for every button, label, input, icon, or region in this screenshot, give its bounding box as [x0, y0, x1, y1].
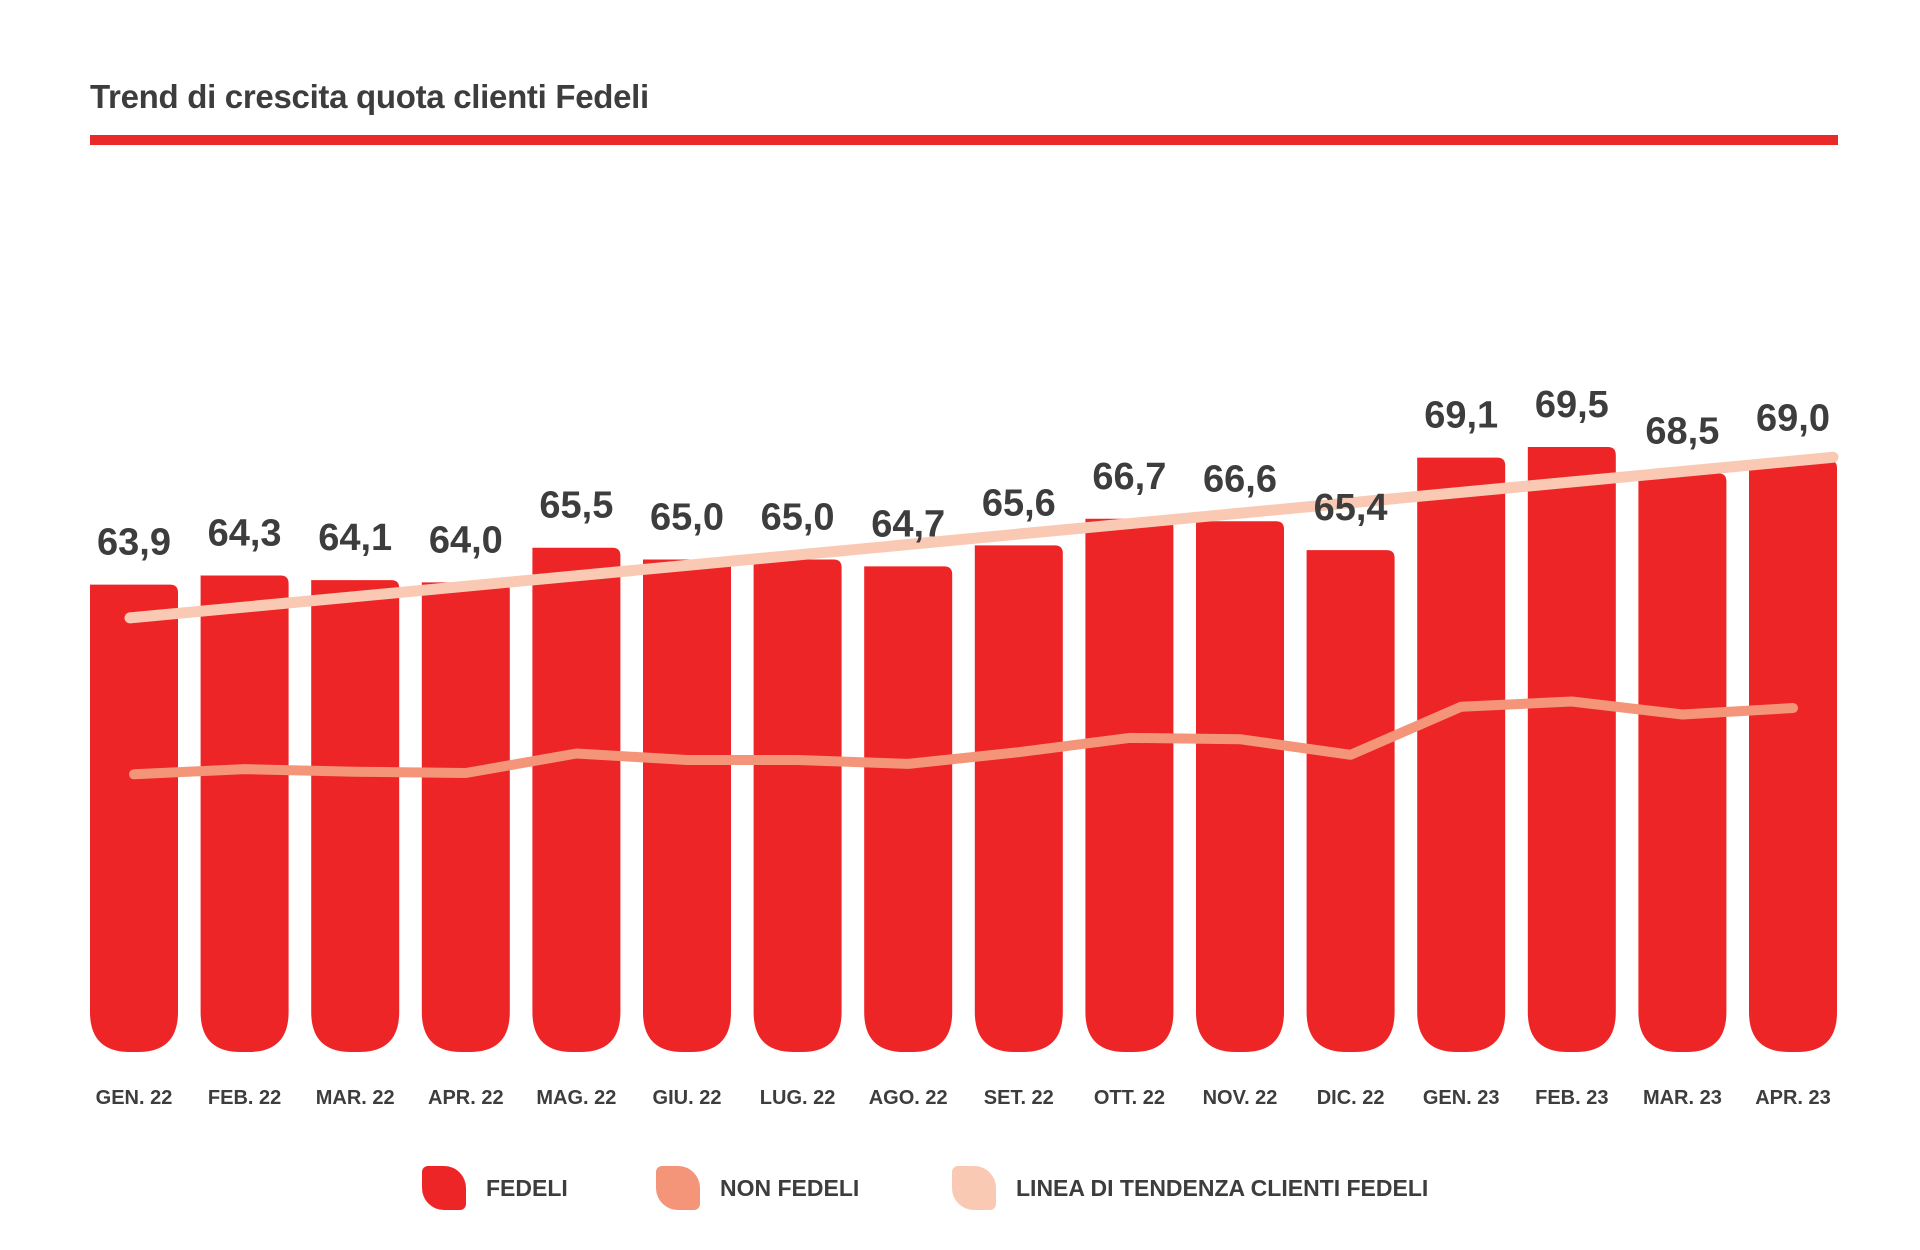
legend-item-fedeli: FEDELI	[422, 1163, 568, 1213]
bar-fedeli	[643, 559, 731, 1052]
data-label: 69,0	[1756, 397, 1830, 439]
x-tick-label: LUG. 22	[760, 1087, 836, 1109]
title-rule	[90, 135, 1838, 145]
x-tick-label: GIU. 22	[653, 1087, 722, 1109]
x-tick-label: AGO. 22	[869, 1087, 948, 1109]
x-tick-label: OTT. 22	[1094, 1087, 1165, 1109]
x-tick-label: FEB. 22	[208, 1087, 281, 1109]
data-label: 68,5	[1645, 410, 1719, 452]
bar-fedeli	[1749, 460, 1837, 1052]
legend-label-fedeli: FEDELI	[486, 1174, 568, 1201]
x-tick-label: SET. 22	[984, 1087, 1054, 1109]
legend-swatch-non-fedeli	[656, 1166, 700, 1210]
bar-fedeli	[1085, 518, 1174, 1052]
data-label: 64,3	[208, 513, 282, 555]
line-trend	[124, 451, 1839, 624]
data-label: 66,7	[1092, 456, 1166, 498]
bar-fedeli	[532, 547, 621, 1052]
x-tick-label: MAG. 22	[536, 1087, 616, 1109]
x-tick-label: NOV. 22	[1203, 1087, 1278, 1109]
x-tick-label: GEN. 23	[1423, 1087, 1500, 1109]
bar-fedeli	[90, 584, 178, 1052]
bar-fedeli	[1527, 447, 1616, 1052]
bar-fedeli	[1417, 457, 1506, 1052]
x-tick-label: APR. 23	[1755, 1087, 1831, 1109]
chart: 63,9 64,3 64,1 64,0 65,5 65,0 65,0 64,7 65,6 66,7…	[90, 384, 1839, 1109]
data-label: 65,0	[761, 496, 835, 538]
x-tick-label: FEB. 23	[1535, 1087, 1608, 1109]
data-label: 63,9	[97, 522, 171, 564]
data-label: 64,0	[429, 519, 503, 561]
data-label: 65,0	[650, 496, 724, 538]
data-label: 65,4	[1314, 487, 1388, 529]
legend-item-trend: LINEA DI TENDENZA CLIENTI FEDELI	[952, 1163, 1428, 1213]
bar-fedeli	[1196, 521, 1284, 1052]
data-label: 66,6	[1203, 458, 1277, 500]
data-label: 65,5	[539, 485, 613, 527]
bar-fedeli	[864, 566, 953, 1052]
legend-swatch-fedeli	[422, 1166, 466, 1210]
legend-label-trend: LINEA DI TENDENZA CLIENTI FEDELI	[1016, 1174, 1429, 1201]
legend-item-non-fedeli: NON FEDELI	[656, 1163, 859, 1213]
x-tick-label: DIC. 22	[1317, 1087, 1385, 1109]
bar-fedeli	[1638, 473, 1727, 1053]
data-label: 69,1	[1424, 395, 1498, 437]
bar-fedeli	[200, 575, 289, 1052]
chart-title: Trend di crescita quota clienti Fedeli	[90, 78, 649, 115]
legend: FEDELI NON FEDELI LINEA DI TENDENZA CLIE…	[0, 1163, 1920, 1213]
x-tick-label: MAR. 23	[1643, 1087, 1722, 1109]
line-non-fedeli	[129, 696, 1798, 780]
bar-fedeli	[974, 545, 1063, 1052]
x-tick-label: APR. 22	[428, 1087, 504, 1109]
data-label: 65,6	[982, 482, 1056, 524]
bar-fedeli	[421, 582, 510, 1052]
data-label: 69,5	[1535, 384, 1609, 426]
x-tick-label: MAR. 22	[316, 1087, 395, 1109]
bar-fedeli	[753, 559, 842, 1052]
legend-label-non-fedeli: NON FEDELI	[720, 1174, 860, 1201]
x-tick-label: GEN. 22	[96, 1087, 173, 1109]
bar-fedeli	[1306, 550, 1395, 1052]
bar-fedeli	[311, 580, 400, 1052]
data-label: 64,1	[318, 517, 392, 559]
legend-swatch-trend	[952, 1166, 996, 1210]
data-label: 64,7	[871, 503, 945, 545]
